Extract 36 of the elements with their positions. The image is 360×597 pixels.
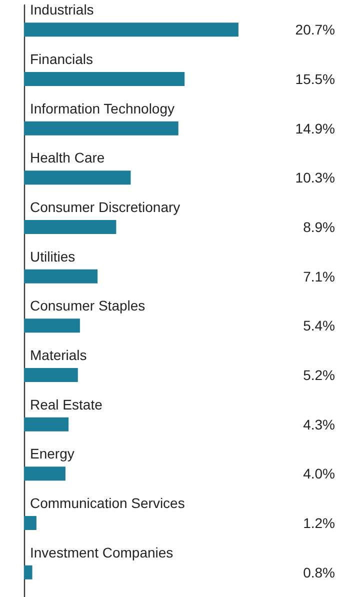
data-label: 0.8% — [303, 564, 335, 580]
bar — [24, 417, 69, 432]
y-tick-label: Materials — [30, 347, 87, 363]
data-label: 10.3% — [295, 170, 335, 186]
bar — [24, 466, 66, 481]
bar — [24, 121, 178, 136]
data-label: 15.5% — [295, 71, 335, 87]
bar — [24, 22, 238, 37]
data-label: 1.2% — [303, 515, 335, 531]
data-label: 7.1% — [303, 268, 335, 284]
y-tick-label: Information Technology — [30, 100, 174, 116]
bar — [24, 565, 32, 580]
bar — [24, 72, 185, 86]
y-tick-label: Financials — [30, 51, 94, 67]
data-label: 14.9% — [295, 120, 335, 136]
bar — [24, 269, 98, 284]
y-tick-label: Health Care — [30, 150, 105, 166]
bar — [24, 368, 78, 382]
y-tick-label: Communication Services — [30, 495, 185, 511]
data-label: 5.4% — [303, 318, 335, 334]
bar — [24, 170, 131, 185]
data-label: 4.3% — [303, 416, 335, 432]
y-tick-label: Consumer Staples — [30, 298, 146, 314]
data-label: 20.7% — [295, 22, 335, 38]
y-tick-label: Industrials — [30, 2, 94, 18]
y-tick-label: Energy — [30, 446, 74, 462]
bar — [24, 318, 80, 333]
bar — [24, 220, 116, 234]
bar — [24, 516, 36, 530]
y-tick-label: Utilities — [30, 248, 76, 264]
y-tick-label: Real Estate — [30, 396, 103, 412]
data-label: 4.0% — [303, 466, 335, 482]
y-tick-label: Consumer Discretionary — [30, 199, 180, 215]
data-label: 8.9% — [303, 219, 335, 235]
data-label: 5.2% — [303, 367, 335, 383]
y-tick-label: Investment Companies — [30, 544, 174, 560]
